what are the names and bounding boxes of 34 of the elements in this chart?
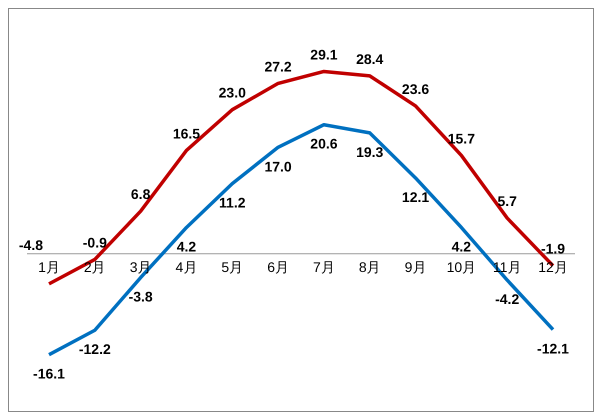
data-label: -12.1: [537, 340, 570, 357]
data-label: 23.0: [218, 84, 246, 101]
data-label: -12.2: [78, 341, 111, 358]
x-tick-label: 3月: [130, 258, 152, 275]
x-tick-label: 1月: [38, 258, 60, 275]
data-label: 19.3: [356, 144, 384, 160]
data-label: 20.6: [310, 136, 338, 152]
data-label: 4.2: [176, 238, 196, 254]
data-label: 11.2: [219, 194, 246, 211]
data-label: 15.7: [448, 130, 476, 146]
data-label: -4.8: [18, 236, 44, 253]
data-label: -4.2: [495, 291, 520, 308]
data-label: 29.1: [310, 46, 338, 62]
x-tick-label: 12月: [538, 258, 568, 275]
x-tick-label: 8月: [358, 258, 381, 275]
data-label: -0.9: [82, 234, 108, 250]
data-label: 23.6: [402, 80, 430, 97]
data-label: -3.8: [128, 288, 153, 305]
data-label: 28.4: [356, 50, 384, 67]
data-label: 12.1: [402, 188, 430, 205]
data-label: 4.2: [452, 238, 472, 254]
data-label: 5.7: [497, 193, 518, 210]
x-tick-label: 4月: [176, 258, 198, 275]
data-label: 17.0: [264, 158, 292, 174]
x-tick-label: 10月: [446, 258, 476, 275]
x-tick-label: 6月: [267, 258, 289, 275]
x-tick-label: 5月: [221, 258, 244, 275]
data-label: -1.9: [540, 240, 566, 257]
data-label: 6.8: [130, 186, 151, 202]
data-label: 27.2: [264, 58, 292, 74]
x-tick-label: 7月: [313, 258, 335, 275]
data-label: -16.1: [33, 366, 66, 382]
data-label: 16.5: [172, 125, 200, 142]
x-tick-label: 9月: [404, 258, 426, 275]
